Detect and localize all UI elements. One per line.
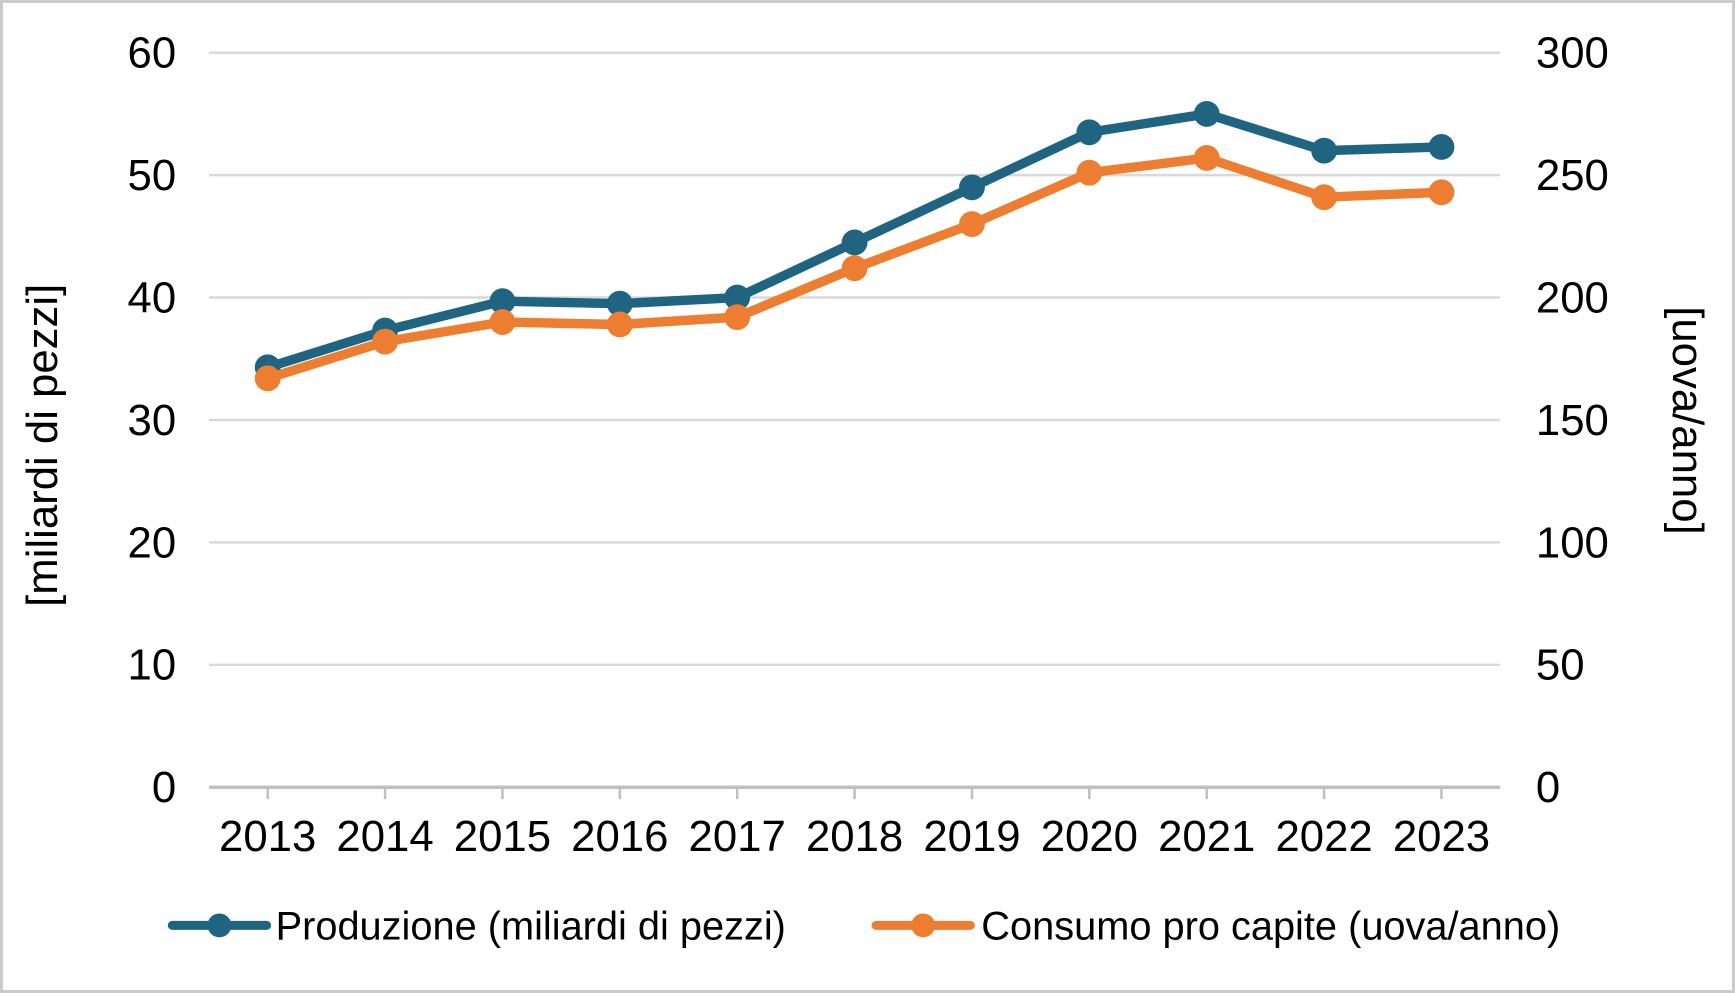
left-axis-tick-label: 50 <box>128 151 177 200</box>
produzione-marker <box>724 284 751 311</box>
legend-item-produzione: Produzione (miliardi di pezzi) <box>167 904 786 948</box>
produzione-marker <box>1428 134 1455 160</box>
left-axis-tick-label: 10 <box>128 641 177 690</box>
gridlines <box>209 51 1501 667</box>
consumo-marker <box>372 328 398 355</box>
left-axis-title: [miliardi di pezzi] <box>18 284 67 607</box>
produzione-marker <box>1193 100 1220 127</box>
produzione-marker <box>959 174 985 201</box>
left-axis-tick-label: 40 <box>128 273 177 322</box>
right-axis-title: [uova/anno] <box>1663 306 1712 534</box>
right-axis-tick-label: 250 <box>1536 151 1609 200</box>
right-axis-tick-label: 200 <box>1536 273 1609 322</box>
consumo-marker <box>959 211 985 238</box>
x-axis-tick-labels: 2013 2014 2015 2016 2017 2018 2019 2020 2021 2022… <box>219 812 1490 861</box>
right-axis-tick-label: 150 <box>1536 396 1609 445</box>
legend-item-consumo: Consumo pro capite (uova/anno) <box>871 904 1560 948</box>
right-axis-tick-label: 100 <box>1536 518 1609 567</box>
x-axis-label: 2013 <box>219 812 316 861</box>
produzione-marker <box>489 288 516 315</box>
left-axis-tick-labels: 0 10 20 30 40 50 60 <box>128 29 177 813</box>
x-axis-label: 2015 <box>454 812 551 861</box>
legend: Produzione (miliardi di pezzi) Consumo p… <box>167 904 1560 948</box>
series-lines <box>254 100 1455 392</box>
produzione-legend-label: Produzione (miliardi di pezzi) <box>276 904 786 948</box>
x-axis-label: 2023 <box>1393 812 1490 861</box>
right-axis-tick-labels: 0 50 100 150 200 250 300 <box>1536 29 1609 813</box>
consumo-marker <box>606 311 633 338</box>
right-axis-tick-label: 50 <box>1536 641 1585 690</box>
left-axis-tick-label: 20 <box>128 518 177 567</box>
consumo-legend-marker-icon <box>911 913 936 938</box>
right-axis-tick-label: 0 <box>1536 763 1560 812</box>
x-axis-label: 2020 <box>1041 812 1138 861</box>
consumo-legend-label: Consumo pro capite (uova/anno) <box>981 904 1560 948</box>
consumo-marker <box>1076 159 1103 186</box>
x-axis-label: 2018 <box>806 812 903 861</box>
produzione-marker <box>841 229 868 256</box>
consumo-marker <box>1428 179 1455 206</box>
consumo-marker <box>841 255 868 282</box>
left-axis-tick-label: 60 <box>128 29 177 78</box>
produzione-marker <box>1311 137 1338 164</box>
left-axis-tick-label: 30 <box>128 396 177 445</box>
produzione-marker <box>606 290 633 317</box>
consumo-marker <box>254 365 281 392</box>
consumo-marker <box>1311 184 1338 211</box>
consumo-marker <box>1193 145 1220 171</box>
consumo-marker <box>724 304 751 331</box>
x-axis-label: 2016 <box>571 812 668 861</box>
x-axis <box>209 785 1501 800</box>
x-axis-label: 2021 <box>1158 812 1255 861</box>
produzione-legend-marker-icon <box>207 913 232 938</box>
x-axis-label: 2017 <box>689 812 786 861</box>
consumo-marker <box>489 309 516 335</box>
left-axis-tick-label: 0 <box>152 763 176 812</box>
x-axis-label: 2014 <box>336 812 433 861</box>
x-axis-label: 2022 <box>1275 812 1372 861</box>
produzione-marker <box>1076 119 1103 146</box>
x-axis-label: 2019 <box>923 812 1020 861</box>
right-axis-tick-label: 300 <box>1536 29 1609 78</box>
